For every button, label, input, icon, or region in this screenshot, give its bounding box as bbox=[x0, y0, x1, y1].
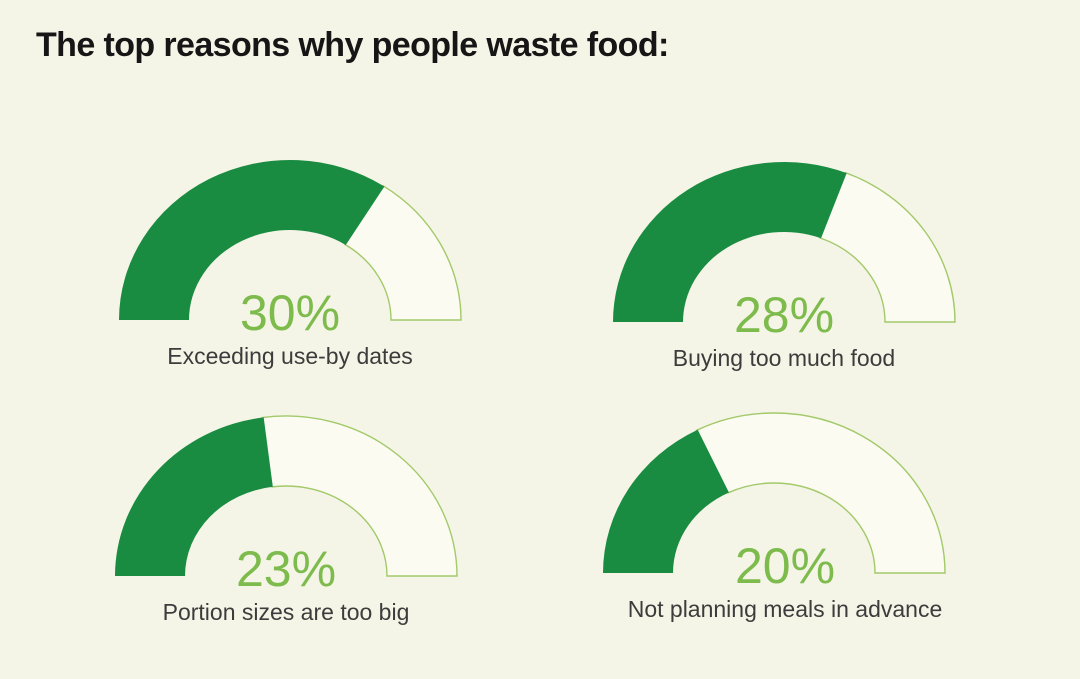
gauge-value: 20% bbox=[734, 538, 836, 594]
gauge-not-planning-meals-in-advance: 20% Not planning meals in advance bbox=[601, 409, 947, 639]
gauge-track bbox=[819, 171, 956, 323]
gauge-value: 28% bbox=[733, 287, 835, 343]
gauge-arc bbox=[613, 161, 956, 323]
gauge-fill-segment bbox=[603, 429, 729, 573]
gauge-label: Buying too much food bbox=[672, 345, 896, 371]
gauge-buying-too-much-food: 28% Buying too much food bbox=[611, 158, 957, 388]
gauge-fill-segment bbox=[119, 160, 385, 320]
gauge-portion-sizes-are-too-big: 23% Portion sizes are too big bbox=[113, 412, 459, 642]
gauge-label: Not planning meals in advance bbox=[627, 596, 943, 622]
gauge-track bbox=[344, 184, 462, 321]
gauge-label: Portion sizes are too big bbox=[162, 599, 410, 625]
gauge-arc bbox=[115, 415, 458, 577]
gauge-label: Exceeding use-by dates bbox=[167, 343, 413, 369]
gauge-track bbox=[695, 412, 946, 574]
gauge-fill-segment bbox=[115, 417, 273, 576]
gauge-value: 30% bbox=[239, 285, 341, 341]
gauge-fill-segment bbox=[613, 161, 847, 322]
gauge-exceeding-use-by-dates: 30% Exceeding use-by dates bbox=[117, 156, 463, 386]
gauge-arc bbox=[603, 412, 946, 574]
page-title: The top reasons why people waste food: bbox=[36, 26, 669, 64]
gauge-value: 23% bbox=[235, 541, 337, 597]
gauge-track bbox=[261, 415, 458, 577]
gauge-arc bbox=[119, 160, 462, 321]
